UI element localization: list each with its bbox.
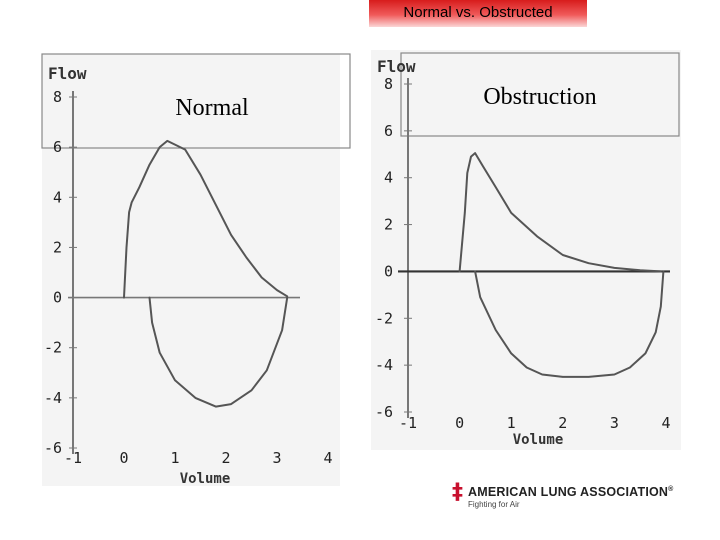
logo-tagline: Fighting for Air (468, 500, 520, 509)
x-tick-label: 3 (272, 449, 281, 467)
chart-label: Obstruction (483, 84, 596, 110)
logo-name: AMERICAN LUNG ASSOCIATION® (468, 485, 674, 499)
y-tick-label: 2 (53, 238, 62, 256)
x-tick-label: -1 (399, 414, 417, 432)
curve-inspiratory (148, 296, 289, 408)
y-tick-label: -4 (375, 356, 393, 374)
x-tick-label: 1 (170, 449, 179, 467)
x-tick-label: 2 (221, 449, 230, 467)
x-tick-label: 2 (558, 414, 567, 432)
y-tick-label: 0 (53, 289, 62, 307)
american-lung-association-logo: ‡ AMERICAN LUNG ASSOCIATION® Fighting fo… (452, 482, 692, 512)
chart-background (371, 50, 681, 450)
chart-label: Normal (175, 95, 249, 121)
x-tick-label: 4 (323, 449, 332, 467)
registered-mark: ® (668, 485, 674, 493)
x-tick-label: -1 (64, 449, 82, 467)
label-box (41, 53, 351, 149)
y-tick-label: -2 (375, 309, 393, 327)
logo-name-text: AMERICAN LUNG ASSOCIATION (468, 485, 669, 499)
x-tick-label: 4 (661, 414, 670, 432)
y-tick-label: 6 (384, 122, 393, 140)
y-axis-title: Flow (48, 64, 87, 83)
y-axis-title: Flow (377, 57, 416, 76)
y-tick-label: 6 (53, 138, 62, 156)
chart-panel-2: 8 6 4 2 0 -2 -4 -6 -1 0 1 2 3 4 Flow Volume Obstruction (371, 50, 681, 450)
y-tick-label: 8 (53, 88, 62, 106)
curve-expiratory (458, 152, 662, 273)
slide-title: Normal vs. Obstructed (403, 4, 553, 21)
y-tick-label: -2 (44, 339, 62, 357)
y-tick-label: 0 (384, 262, 393, 280)
x-tick-label: 0 (119, 449, 128, 467)
y-tick-label: -4 (44, 389, 62, 407)
x-axis-title: Volume (513, 432, 564, 448)
slide-title-bar: Normal vs. Obstructed (369, 0, 587, 27)
x-tick-label: 1 (507, 414, 516, 432)
y-tick-label: -6 (375, 403, 393, 421)
y-tick-label: 8 (384, 75, 393, 93)
y-tick-label: 4 (384, 169, 393, 187)
lorraine-cross-icon: ‡ (452, 480, 463, 505)
curve-inspiratory (474, 270, 665, 378)
label-box (400, 52, 680, 137)
curve-expiratory (123, 139, 289, 299)
chart-background (42, 54, 340, 486)
x-tick-label: 0 (455, 414, 464, 432)
y-tick-label: -6 (44, 439, 62, 457)
y-tick-label: 4 (53, 188, 62, 206)
y-tick-label: 2 (384, 216, 393, 234)
title-bar-gradient (369, 0, 587, 27)
x-axis-title: Volume (180, 471, 231, 487)
chart-panel-1: 8 6 4 2 0 -2 -4 -6-1 0 1 2 3 4 Flow Volume Normal (41, 53, 351, 487)
x-tick-label: 3 (610, 414, 619, 432)
